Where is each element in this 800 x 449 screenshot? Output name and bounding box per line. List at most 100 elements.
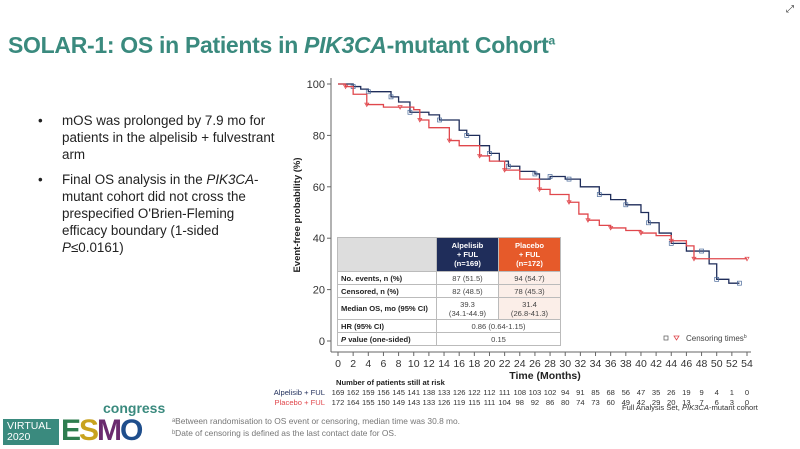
table-header-blank: [337, 237, 437, 272]
expand-arrows-icon[interactable]: ⤢: [786, 4, 794, 15]
bullet-text: -mutant cohort did not cross the prespec…: [62, 172, 259, 238]
censor-mark-triangle: [691, 256, 697, 262]
risk-value: 112: [483, 388, 495, 397]
risk-value: 86: [546, 398, 554, 407]
x-tick-label: 34: [590, 358, 602, 370]
x-tick-label: 6: [381, 358, 387, 370]
table-row: No. events, n (%) 87 (51.5) 94 (54.7): [337, 271, 561, 285]
censor-mark-square: [532, 171, 538, 177]
risk-value: 126: [438, 398, 451, 407]
risk-value: 98: [516, 398, 524, 407]
x-tick-label: 32: [575, 358, 587, 370]
risk-value: 68: [606, 388, 614, 397]
censor-mark-triangle: [638, 231, 644, 236]
risk-value: 156: [377, 388, 390, 397]
risk-value: 143: [407, 398, 420, 407]
x-tick-label: 16: [453, 358, 465, 370]
x-tick-label: 18: [468, 358, 480, 370]
x-tick-label: 10: [408, 358, 420, 370]
risk-value: 3: [730, 398, 734, 407]
risk-value: 164: [347, 398, 360, 407]
y-tick-label: 80: [313, 130, 325, 142]
x-tick-label: 2: [350, 358, 356, 370]
risk-value: 149: [392, 398, 405, 407]
x-tick-label: 52: [726, 358, 738, 370]
bullet-item: • mOS was prolonged by 7.9 mo for patient…: [38, 112, 278, 163]
risk-value: 0: [745, 388, 749, 397]
risk-value: 35: [652, 388, 660, 397]
bullet-text: P: [62, 240, 71, 255]
censor-mark-triangle: [477, 154, 483, 159]
risk-value: 26: [667, 388, 675, 397]
risk-value: 155: [362, 398, 375, 407]
x-tick-label: 14: [438, 358, 450, 370]
risk-value: 47: [637, 388, 645, 397]
censor-mark-square: [596, 192, 602, 197]
risk-value: 103: [529, 388, 542, 397]
censor-mark-triangle: [585, 218, 591, 223]
risk-row-label: Placebo + FUL: [275, 398, 325, 407]
censor-mark-triangle: [668, 238, 674, 244]
legend-square-icon: [663, 335, 669, 341]
bullet-icon: •: [38, 172, 43, 187]
risk-value: 111: [499, 388, 511, 397]
risk-value: 162: [347, 388, 360, 397]
y-tick-label: 20: [313, 285, 325, 297]
censor-mark-square: [699, 248, 704, 254]
bullet-text: ≤0.0161): [70, 240, 124, 255]
censor-mark-square: [566, 176, 572, 182]
summary-table: Alpelisib + FUL (n=169) Placebo + FUL (n=172…: [337, 237, 561, 346]
esmo-logo: VIRTUAL 2020 ESMO congress: [3, 401, 168, 447]
legend-triangle-icon: [673, 335, 680, 341]
censor-mark-square: [646, 220, 651, 226]
risk-value: 133: [423, 398, 436, 407]
x-tick-label: 38: [620, 358, 632, 370]
censor-mark-square: [388, 94, 394, 100]
censor-mark-triangle: [744, 256, 750, 262]
risk-value: 94: [561, 388, 569, 397]
x-axis-label: Time (Months): [509, 370, 581, 382]
logo-virtual: VIRTUAL 2020: [3, 419, 59, 445]
risk-value: 122: [468, 388, 481, 397]
risk-value: 6: [715, 398, 719, 407]
censor-mark-square: [506, 163, 511, 169]
x-tick-label: 42: [650, 358, 662, 370]
risk-value: 13: [682, 398, 690, 407]
x-tick-label: 50: [711, 358, 723, 370]
risk-value: 29: [652, 398, 660, 407]
x-tick-label: 26: [529, 358, 541, 370]
censor-mark-square: [365, 89, 371, 95]
footnote-b: ᵇDate of censoring is defined as the las…: [172, 428, 397, 438]
table-header-alpelisib: Alpelisib + FUL (n=169): [436, 237, 499, 272]
x-tick-label: 20: [484, 358, 496, 370]
risk-value: 126: [453, 388, 466, 397]
censor-mark-triangle: [417, 118, 423, 123]
placebo-curve: [338, 83, 747, 260]
x-tick-label: 12: [423, 358, 435, 370]
title-gene: PIK3CA: [304, 32, 387, 58]
bullet-icon: •: [38, 113, 43, 128]
risk-value: 169: [332, 388, 345, 397]
risk-value: 91: [576, 388, 584, 397]
table-row: Median OS, mo (95% CI) 39.3 (34.1-44.9) 31.…: [337, 297, 561, 320]
risk-value: 102: [544, 388, 557, 397]
alpelisib-curve: [338, 83, 740, 284]
bullet-text: PIK3CA: [206, 172, 255, 187]
censor-mark-triangle: [502, 168, 508, 173]
x-tick-label: 40: [635, 358, 647, 370]
censor-mark-square: [623, 202, 629, 208]
risk-row-label: Alpelisib + FUL: [274, 388, 325, 397]
bullet-text: mOS was prolonged by 7.9 mo for patients…: [62, 113, 275, 162]
risk-value: 20: [667, 398, 675, 407]
risk-value: 19: [682, 388, 690, 397]
censor-mark-triangle: [566, 200, 572, 205]
censor-mark-square: [547, 174, 553, 179]
risk-value: 159: [362, 388, 375, 397]
risk-value: 115: [468, 398, 480, 407]
risk-value: 172: [332, 398, 345, 407]
footnote-a: ᵃBetween randomisation to OS event or ce…: [172, 416, 461, 426]
x-tick-label: 28: [544, 358, 556, 370]
title-text: SOLAR-1: OS in Patients in: [8, 32, 305, 58]
logo-esmo: ESMO: [61, 414, 143, 447]
